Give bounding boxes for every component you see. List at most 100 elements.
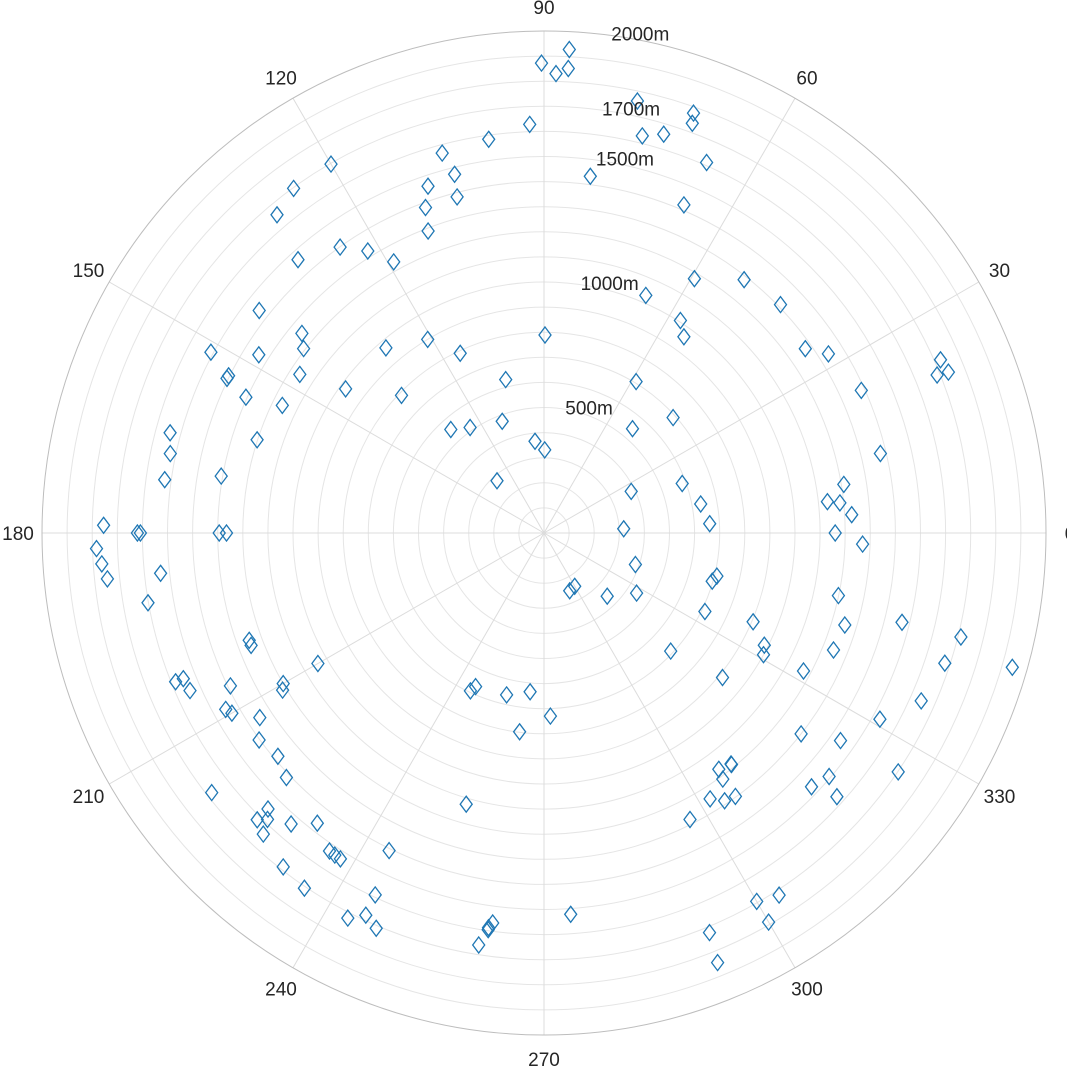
data-point-128 [218, 700, 233, 719]
data-point-89 [463, 681, 478, 700]
data-point-110 [252, 730, 266, 750]
data-point-113 [225, 704, 239, 723]
data-point-36 [855, 535, 870, 554]
data-point-58 [698, 602, 712, 621]
data-point-97 [382, 841, 396, 860]
angle-spoke-210 [109, 532, 545, 785]
data-point-124 [130, 523, 145, 543]
data-point-75 [711, 760, 726, 779]
data-point-90 [459, 795, 474, 814]
data-point-42 [937, 654, 952, 673]
data-point-4 [625, 419, 640, 438]
data-point-56 [705, 572, 720, 591]
angle-label-240: 240 [265, 980, 297, 1001]
data-point-162 [450, 187, 464, 206]
data-point-170 [562, 40, 577, 59]
data-point-148 [379, 338, 393, 357]
angle-spoke-120 [292, 98, 545, 534]
data-point-0 [624, 482, 639, 501]
data-point-20 [583, 167, 598, 186]
data-point-67 [710, 953, 725, 972]
data-point-6 [666, 408, 680, 427]
data-markers [89, 40, 1020, 972]
data-point-153 [360, 241, 375, 261]
data-point-44 [914, 691, 929, 710]
data-point-106 [261, 799, 275, 819]
data-point-143 [163, 444, 178, 463]
data-point-14 [699, 153, 714, 172]
angle-label-90: 90 [533, 0, 554, 19]
data-point-116 [242, 631, 257, 650]
angle-label-0: 0 [1065, 524, 1067, 545]
data-point-12 [737, 270, 751, 289]
data-point-86 [499, 685, 514, 704]
angle-label-120: 120 [265, 69, 297, 90]
data-point-79 [563, 905, 578, 924]
data-point-27 [933, 350, 948, 369]
data-point-98 [333, 849, 348, 868]
data-point-92 [369, 919, 384, 938]
data-point-101 [310, 814, 325, 833]
data-point-71 [683, 810, 697, 829]
data-point-30 [873, 444, 888, 463]
data-point-111 [168, 672, 183, 691]
data-point-127 [223, 676, 238, 695]
data-point-24 [798, 339, 813, 358]
radius-label-500: 500m [565, 398, 613, 419]
data-point-87 [523, 682, 537, 701]
data-point-61 [629, 584, 644, 603]
data-point-103 [256, 825, 271, 844]
angle-label-300: 300 [791, 980, 823, 1001]
data-point-151 [295, 324, 309, 343]
data-point-157 [286, 179, 301, 198]
data-point-53 [756, 645, 771, 664]
data-point-130 [276, 674, 291, 693]
data-point-50 [833, 731, 848, 750]
data-point-177 [420, 330, 435, 349]
data-point-26 [854, 381, 869, 400]
data-point-120 [89, 539, 104, 558]
data-point-172 [443, 420, 458, 439]
angle-label-60: 60 [796, 69, 817, 90]
data-point-84 [512, 722, 527, 741]
data-point-43 [1005, 658, 1020, 677]
data-point-93 [340, 909, 355, 928]
polar-grid [41, 30, 1047, 1036]
data-point-49 [804, 777, 819, 796]
angle-spoke-240 [292, 532, 545, 968]
radius-label-1000: 1000m [581, 274, 639, 295]
data-point-48 [822, 767, 836, 786]
data-point-94 [358, 906, 373, 925]
data-point-55 [746, 612, 760, 631]
angle-spoke-330 [543, 532, 979, 785]
data-point-16 [635, 126, 650, 145]
data-point-63 [600, 587, 615, 606]
data-point-164 [435, 144, 450, 163]
data-point-39 [826, 640, 841, 660]
data-point-137 [239, 388, 253, 407]
data-point-7 [629, 372, 643, 391]
data-point-102 [284, 814, 298, 834]
data-point-83 [481, 918, 496, 937]
angle-label-30: 30 [989, 261, 1010, 282]
data-point-57 [710, 567, 724, 586]
data-point-68 [761, 913, 776, 932]
data-point-105 [260, 810, 275, 829]
data-point-33 [844, 505, 859, 524]
angle-spoke-30 [543, 281, 979, 534]
data-point-18 [537, 440, 552, 459]
data-point-74 [715, 770, 730, 789]
data-point-29 [941, 363, 956, 382]
data-point-109 [271, 747, 285, 766]
data-point-138 [251, 345, 266, 364]
data-point-174 [495, 412, 510, 431]
data-point-96 [276, 857, 291, 876]
data-point-132 [214, 467, 229, 486]
data-point-2 [675, 474, 690, 493]
data-point-123 [100, 569, 115, 588]
data-point-136 [220, 369, 234, 388]
data-point-155 [291, 250, 305, 269]
data-point-70 [772, 886, 786, 905]
angle-label-150: 150 [73, 261, 105, 282]
